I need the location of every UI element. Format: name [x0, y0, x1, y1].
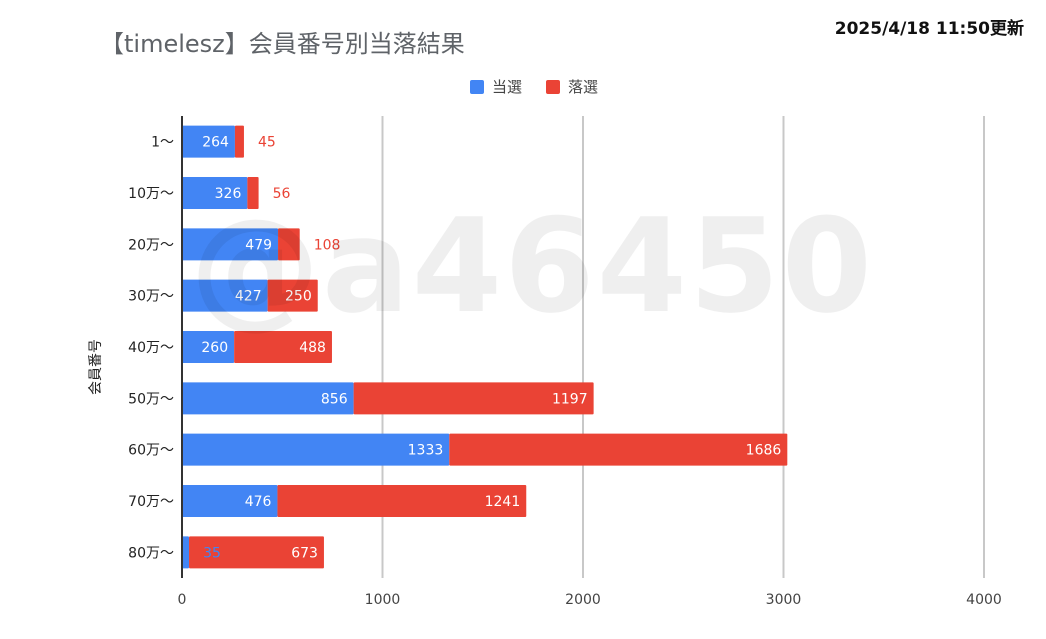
- legend: 当選 落選: [470, 76, 598, 97]
- data-label-lose: 56: [273, 186, 291, 202]
- legend-item-win: 当選: [470, 76, 522, 97]
- category-label: 30万〜: [128, 289, 174, 305]
- data-label-win: 35: [203, 545, 221, 561]
- x-tick-label: 1000: [365, 592, 401, 608]
- bar-win: [182, 177, 248, 209]
- data-label-lose: 1241: [485, 494, 521, 510]
- data-label-lose: 1197: [552, 391, 588, 407]
- legend-label-win: 当選: [492, 78, 523, 96]
- data-label-win: 427: [235, 289, 262, 305]
- category-label: 1〜: [151, 135, 174, 151]
- updated-timestamp: 2025/4/18 11:50更新: [834, 19, 1024, 39]
- data-label-lose: 45: [258, 135, 276, 151]
- bar-lose: [234, 125, 244, 158]
- category-label: 20万〜: [128, 237, 174, 253]
- data-label-win: 260: [201, 340, 228, 356]
- x-tick-label: 0: [178, 592, 187, 608]
- bar-win: [182, 331, 235, 363]
- category-label: 60万〜: [128, 443, 174, 459]
- bar-lose: [278, 228, 300, 261]
- data-label-win: 476: [245, 494, 272, 510]
- data-label-win: 479: [245, 237, 272, 253]
- legend-label-lose: 落選: [568, 78, 599, 96]
- bar-win: [182, 485, 278, 517]
- category-label: 70万〜: [128, 494, 174, 510]
- x-tick-label: 2000: [565, 592, 601, 608]
- data-label-lose: 488: [299, 340, 326, 356]
- bar-lose: [277, 485, 527, 517]
- legend-swatch-win: [470, 79, 484, 94]
- chart-title: 【timelesz】会員番号別当落結果: [100, 30, 465, 58]
- bar-lose: [189, 536, 324, 569]
- data-label-lose: 250: [285, 289, 312, 305]
- category-label: 80万〜: [128, 545, 174, 561]
- bar-lose: [449, 433, 788, 466]
- data-label-lose: 673: [291, 545, 318, 561]
- legend-item-lose: 落選: [546, 76, 598, 97]
- data-label-win: 264: [202, 135, 229, 151]
- data-label-win: 856: [321, 391, 348, 407]
- data-label-win: 326: [215, 186, 242, 202]
- bar-win: [182, 228, 279, 261]
- category-label: 50万〜: [128, 391, 174, 407]
- legend-swatch-lose: [546, 79, 561, 94]
- bar-win: [182, 433, 450, 466]
- bar-win: [182, 382, 354, 415]
- category-label: 10万〜: [128, 186, 174, 202]
- bar-win: [182, 125, 235, 158]
- data-label-lose: 1686: [746, 443, 782, 459]
- y-axis-title: 会員番号: [88, 339, 104, 395]
- bar-lose: [234, 331, 332, 363]
- bar-lose: [353, 382, 594, 415]
- data-label-win: 1333: [408, 443, 444, 459]
- category-label: 40万〜: [128, 340, 174, 356]
- x-tick-label: 4000: [966, 592, 1002, 608]
- x-tick-label: 3000: [766, 592, 802, 608]
- data-label-lose: 108: [314, 237, 341, 253]
- bar-win: [182, 536, 190, 569]
- bar-win: [182, 279, 268, 312]
- bar-lose: [267, 279, 318, 312]
- bar-lose: [247, 177, 259, 209]
